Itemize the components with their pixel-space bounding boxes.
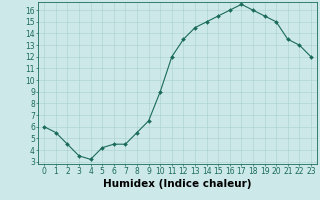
X-axis label: Humidex (Indice chaleur): Humidex (Indice chaleur) xyxy=(103,179,252,189)
